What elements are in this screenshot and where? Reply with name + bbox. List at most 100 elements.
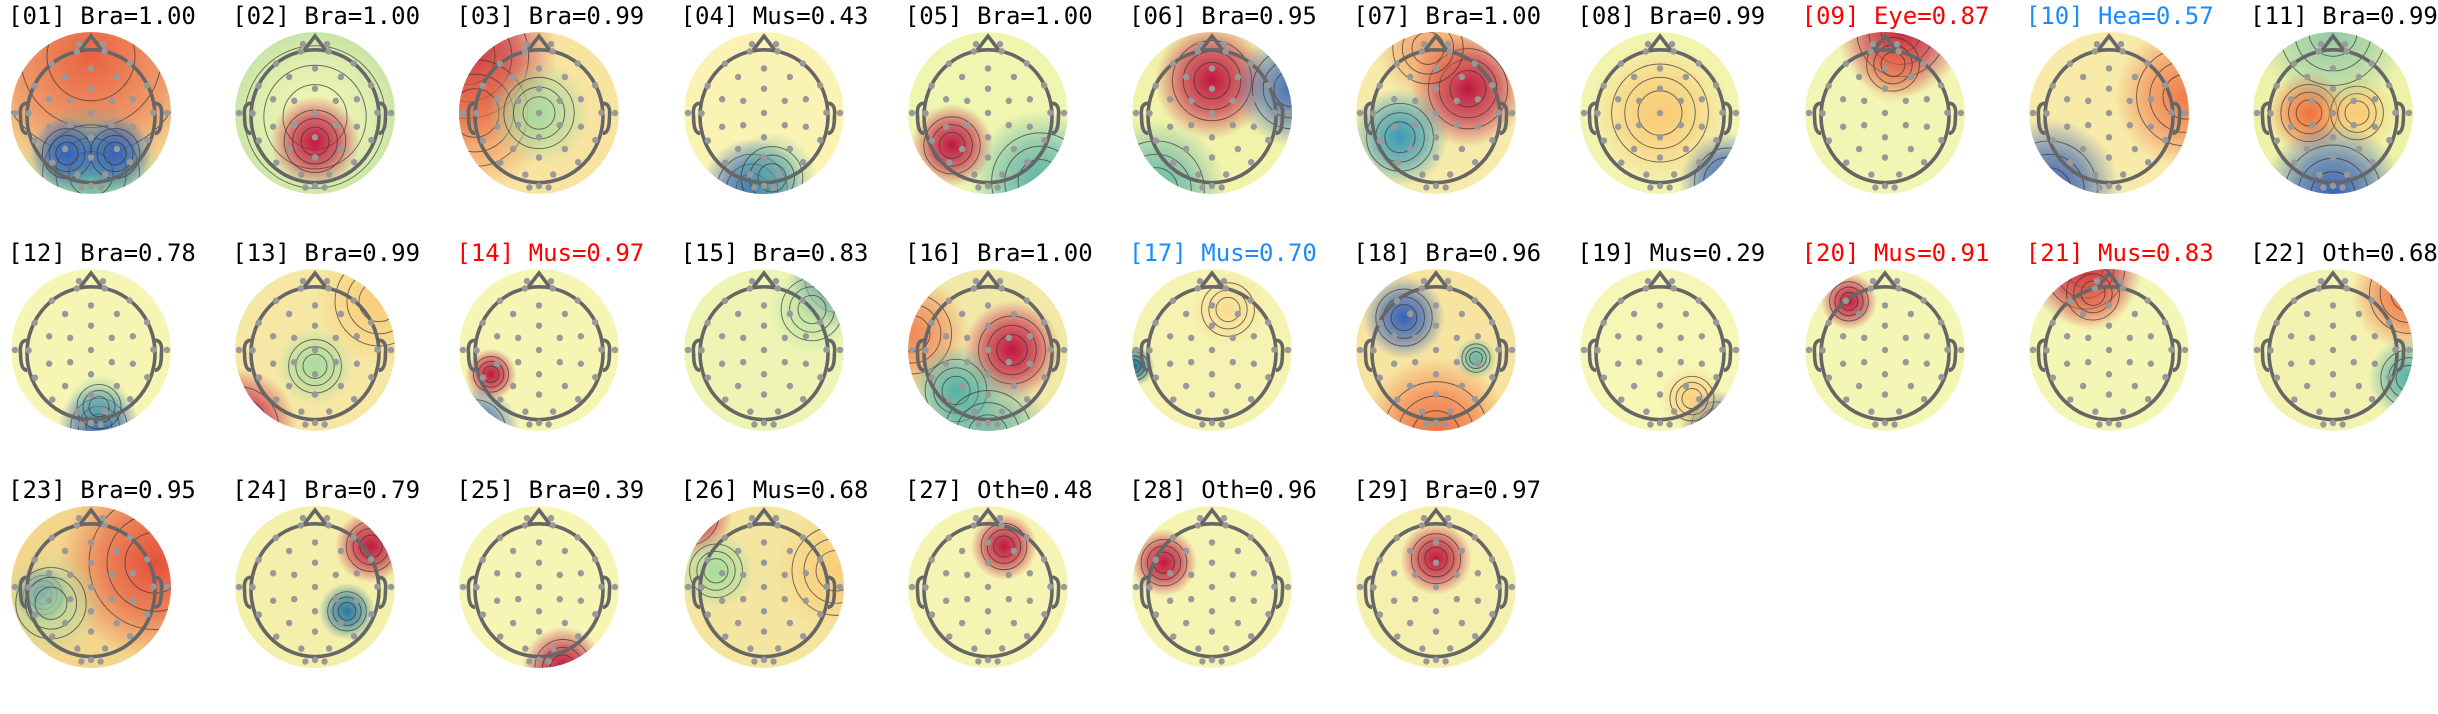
electrode-dot [522, 522, 529, 529]
electrode-dot [1407, 310, 1414, 318]
contour-line [1411, 533, 1462, 585]
electrode-dot [2368, 395, 2376, 403]
electrode-dot [1420, 277, 1428, 285]
electrode-dot [958, 310, 966, 318]
contour-line [1828, 281, 1869, 322]
electrode-dot [129, 360, 137, 368]
electrode-dot [781, 334, 788, 342]
electrode-dot [2303, 382, 2311, 390]
left-ear-icon [915, 338, 925, 373]
electrode-dot [556, 571, 564, 579]
electrode-dot [556, 97, 564, 105]
electrode-dot [291, 571, 298, 579]
electrode-dot [67, 571, 74, 579]
electrode-dot [718, 95, 725, 103]
electrode-dot [480, 611, 487, 618]
electrode-dot [87, 419, 95, 427]
electrode-dot [1222, 48, 1229, 55]
electrode-dot [73, 285, 81, 292]
electrode-dot [286, 310, 293, 318]
electrode-dot [368, 373, 375, 381]
electrode-dot [473, 347, 481, 354]
electrode-dot [2029, 109, 2036, 117]
right-ear-icon [1499, 575, 1509, 610]
electrode-dot [510, 145, 517, 153]
left-ear-icon [1587, 101, 1597, 136]
electrode-dot [1657, 182, 1664, 190]
electrode-dot [1010, 619, 1017, 627]
component-title: [13] Bra=0.99 [232, 239, 421, 267]
electrode-dot [786, 382, 793, 390]
left-ear-icon [1139, 338, 1149, 373]
electrode-dot [2161, 319, 2169, 326]
electrode-dot [984, 608, 991, 615]
electrode-dot [1446, 285, 1454, 292]
electrode-dot [1855, 310, 1862, 318]
electrode-dot [1432, 322, 1440, 329]
nose-icon [750, 33, 777, 52]
electrode-dot [1423, 658, 1430, 665]
electrode-dot [1419, 171, 1426, 178]
electrode-dot [1902, 334, 1909, 342]
electrode-dot [87, 182, 95, 190]
electrode-dot [945, 297, 952, 305]
electrode-dot [1196, 514, 1204, 522]
electrode-dot [1412, 97, 1419, 105]
electrode-dot [1615, 332, 1622, 340]
right-ear-icon [1275, 575, 1285, 610]
electrode-dot [1895, 171, 1902, 178]
electrode-dot [1188, 121, 1195, 129]
electrode-dot [2091, 285, 2098, 292]
electrode-dot [974, 658, 982, 665]
electrode-dot [129, 569, 137, 577]
left-ear-icon [691, 575, 700, 610]
electrode-dot [774, 171, 781, 178]
electrode-dot [1199, 421, 1206, 428]
electrode-dot [1893, 40, 1900, 48]
electrode-dot [545, 658, 553, 665]
electrode-dot [311, 154, 319, 161]
electrode-dot [1867, 48, 1874, 55]
electrode-dot [74, 171, 81, 178]
electrode-dot [1696, 158, 1703, 166]
electrode-dot [97, 421, 104, 428]
electrode-dot [996, 277, 1003, 285]
left-ear-icon [466, 575, 476, 610]
contour-line [1215, 296, 1241, 323]
electrode-dot [1893, 277, 1900, 285]
electrode-dot [1005, 571, 1012, 579]
electrode-dot [2291, 396, 2298, 403]
right-ear-icon [2172, 338, 2182, 373]
electrode-dot [799, 158, 806, 166]
electrode-dot [1208, 346, 1216, 354]
electrode-dot [1419, 645, 1426, 652]
electrode-dot [2273, 82, 2280, 90]
electrode-dot [1869, 40, 1876, 48]
electrode-dot [1902, 358, 1909, 366]
electrode-dot [1920, 297, 1927, 304]
electrode-dot [2144, 395, 2152, 403]
electrode-dot [321, 421, 328, 428]
electrode-dot [1458, 73, 1466, 81]
electrode-dot [802, 332, 809, 340]
electrode-dot [994, 421, 1001, 428]
electrode-dot [143, 82, 151, 89]
electrode-dot [1920, 60, 1927, 67]
electrode-dot [2049, 137, 2056, 144]
electrode-dot [970, 408, 978, 415]
electrode-dot [1907, 73, 1914, 81]
electrode-dot [1026, 123, 1033, 131]
electrode-dot [1264, 82, 1272, 89]
electrode-dot [49, 633, 56, 640]
left-ear-icon [915, 101, 925, 136]
nose-icon [302, 270, 328, 289]
electrode-dot [802, 569, 809, 577]
electrode-dot [1412, 121, 1419, 129]
electrode-dot [2273, 137, 2281, 144]
electrode-dot [2287, 332, 2295, 340]
electrode-dot [1194, 285, 1202, 292]
left-ear-icon [1587, 338, 1597, 373]
electrode-dot [592, 82, 599, 89]
electrode-dot [2147, 95, 2154, 103]
electrode-dot [928, 556, 935, 564]
